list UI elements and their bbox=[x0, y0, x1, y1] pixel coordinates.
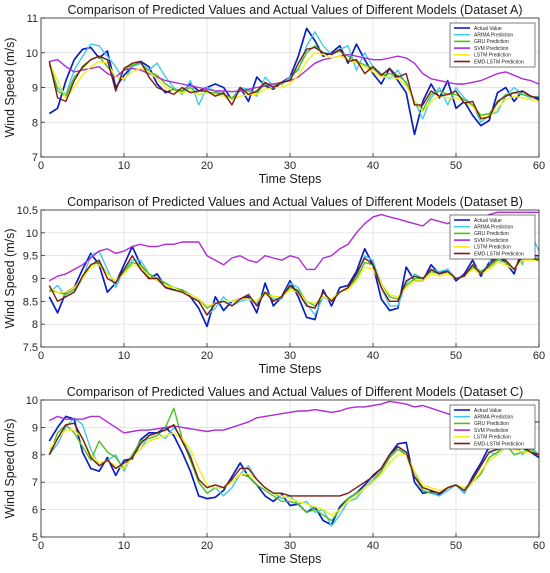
legend-box bbox=[449, 22, 536, 68]
x-tick-label: 60 bbox=[533, 350, 545, 362]
y-tick-label: 8 bbox=[32, 117, 38, 129]
series-line-gru-prediction bbox=[48, 45, 540, 117]
legend-label: ARIMA Prediction bbox=[474, 33, 513, 39]
y-tick-label: 5 bbox=[32, 532, 38, 544]
x-tick-label: 40 bbox=[367, 160, 379, 172]
x-tick-label: 20 bbox=[201, 160, 213, 172]
legend-label: Actual Value bbox=[474, 218, 502, 224]
legend-box bbox=[449, 214, 536, 260]
x-tick-label: 20 bbox=[201, 350, 213, 362]
legend-label: EMD-LSTM Prediction bbox=[474, 251, 524, 257]
x-tick-label: 0 bbox=[38, 540, 44, 552]
x-tick-label: 50 bbox=[450, 160, 462, 172]
x-tick-label: 20 bbox=[201, 540, 213, 552]
series-line-emd-lstm-prediction bbox=[48, 254, 540, 316]
x-tick-label: 60 bbox=[533, 160, 545, 172]
legend-label: SVM Prediction bbox=[474, 238, 509, 244]
y-tick-label: 10 bbox=[26, 48, 38, 60]
x-tick-label: 60 bbox=[533, 540, 545, 552]
legend-label: EMD-LSTM Prediction bbox=[474, 441, 524, 447]
x-tick-label: 10 bbox=[118, 540, 130, 552]
legend-label: SVM Prediction bbox=[474, 428, 509, 434]
x-tick-label: 50 bbox=[450, 540, 462, 552]
legend-label: LSTM Prediction bbox=[474, 435, 511, 441]
legend-label: GRU Prediction bbox=[474, 39, 509, 45]
y-tick-label: 7 bbox=[32, 152, 38, 164]
x-tick-label: 40 bbox=[367, 350, 379, 362]
x-axis-label: Time Steps bbox=[259, 362, 322, 376]
x-tick-label: 30 bbox=[284, 350, 296, 362]
chart-title: Comparison of Predicted Values and Actua… bbox=[67, 385, 523, 399]
y-tick-label: 10 bbox=[26, 395, 38, 407]
y-axis-label: Wind Speed (m/s) bbox=[3, 228, 17, 328]
series-line-lstm-prediction bbox=[48, 52, 540, 118]
legend-label: Actual Value bbox=[474, 26, 502, 32]
chart-panel-b: 0 10 20 30 40 50 60 7.5 8 8.5 9 9.5 10 10.5 Comparison… bbox=[3, 195, 545, 376]
x-tick-label: 0 bbox=[38, 350, 44, 362]
x-tick-label: 10 bbox=[118, 350, 130, 362]
y-tick-label: 10 bbox=[26, 228, 38, 240]
x-axis-label: Time Steps bbox=[259, 552, 322, 566]
chart-title: Comparison of Predicted Values and Actua… bbox=[67, 3, 522, 17]
legend-label: ARIMA Prediction bbox=[474, 415, 513, 421]
y-tick-label: 7.5 bbox=[23, 342, 38, 354]
legend-label: SVM Prediction bbox=[474, 46, 509, 52]
x-tick-label: 0 bbox=[38, 160, 44, 172]
y-tick-label: 10.5 bbox=[17, 205, 38, 217]
legend-label: LSTM Prediction bbox=[474, 245, 511, 251]
legend-label: GRU Prediction bbox=[474, 231, 509, 237]
y-tick-label: 9 bbox=[32, 83, 38, 95]
chart-title: Comparison of Predicted Values and Actua… bbox=[67, 195, 523, 209]
y-tick-label: 8.5 bbox=[23, 296, 38, 308]
y-tick-label: 11 bbox=[27, 13, 38, 25]
y-axis-label: Wind Speed (m/s) bbox=[3, 37, 17, 137]
y-axis-label: Wind Speed (m/s) bbox=[3, 418, 17, 518]
legend-label: GRU Prediction bbox=[474, 421, 509, 427]
chart-panel-a: 0 10 20 30 40 50 60 7 8 9 10 11 Comparison of Predic… bbox=[3, 3, 545, 186]
y-tick-label: 7 bbox=[32, 477, 38, 489]
y-tick-label: 9 bbox=[32, 422, 38, 434]
legend-label: EMD-LSTM Prediction bbox=[474, 59, 524, 65]
y-tick-label: 8 bbox=[32, 319, 38, 331]
x-axis-label: Time Steps bbox=[259, 172, 322, 186]
legend-box bbox=[449, 404, 536, 450]
legend-label: Actual Value bbox=[474, 408, 502, 414]
x-tick-label: 30 bbox=[284, 160, 296, 172]
x-tick-label: 40 bbox=[367, 540, 379, 552]
legend-label: ARIMA Prediction bbox=[474, 225, 513, 231]
y-tick-label: 6 bbox=[32, 505, 38, 517]
series-line-emd-lstm-prediction bbox=[48, 422, 540, 497]
x-tick-label: 50 bbox=[450, 350, 462, 362]
series-line-emd-lstm-prediction bbox=[48, 46, 540, 120]
x-tick-label: 30 bbox=[284, 540, 296, 552]
y-tick-label: 8 bbox=[32, 450, 38, 462]
x-tick-label: 10 bbox=[118, 160, 130, 172]
y-tick-label: 9 bbox=[32, 274, 38, 286]
legend-label: LSTM Prediction bbox=[474, 53, 511, 59]
chart-panel-c: 0 10 20 30 40 50 60 5 6 7 8 9 10 Comparison of Predic… bbox=[3, 385, 545, 566]
y-tick-label: 9.5 bbox=[23, 251, 38, 263]
